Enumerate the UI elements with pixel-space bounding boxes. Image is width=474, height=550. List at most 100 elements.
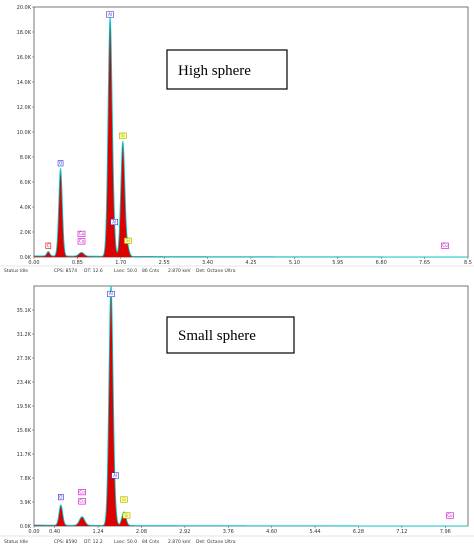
spectrum-outline (34, 17, 468, 258)
y-tick-label: 10.0K (17, 130, 32, 136)
y-tick-label: 16.0K (17, 55, 32, 61)
peak-label: Cu (446, 512, 454, 519)
y-tick-label: 4.0K (20, 205, 32, 211)
y-tick-label: 20.0K (17, 5, 32, 11)
panel-title: Small sphere (178, 328, 256, 344)
y-tick-label: 11.7K (17, 452, 32, 458)
x-tick-label: 6.28 (353, 529, 364, 535)
y-tick-label: 6.0K (20, 180, 32, 186)
svg-text:Cu: Cu (447, 513, 453, 518)
x-tick-label: 2.08 (136, 529, 147, 535)
svg-text:Al: Al (112, 219, 116, 224)
eds-spectrum-high-sphere: 0.00 0.85 1.70 2.55 3.40 4.25 5.10 5.95 6.80 7.65… (0, 5, 474, 274)
status-field: 84 Cnts (142, 539, 160, 545)
status-field: DT: 12.6 (84, 268, 103, 274)
y-tick-label: 15.6K (17, 428, 32, 434)
peak-label: Cu (78, 498, 86, 505)
peak-label: Cu (77, 238, 86, 245)
peak-label: Si (120, 496, 128, 503)
panel-title-box (166, 316, 295, 354)
x-tick-label: 7.12 (396, 529, 407, 535)
y-tick-label-zero: 0.0K (20, 524, 32, 530)
svg-text:C: C (47, 243, 50, 248)
x-tick-label: 0.40 (49, 529, 60, 535)
status-field: Lsec: 50.0 (114, 539, 137, 545)
svg-text:Si: Si (121, 133, 125, 138)
peak-label: Si (124, 237, 132, 244)
svg-text:Cu: Cu (79, 239, 85, 244)
x-tick-label: 7.65 (419, 260, 430, 266)
x-tick-label: 3.76 (223, 529, 234, 535)
spectrum-outline (34, 285, 468, 527)
y-tick-label: 8.0K (20, 155, 32, 161)
status-field: 2.870 keV (168, 268, 192, 274)
panel-title: High sphere (178, 63, 251, 79)
peak-label: O (57, 160, 64, 167)
status-bar: Status Idle CPS: 8590 DT: 12.2 Lsec: 50.0 84… (4, 539, 236, 545)
x-tick-label: 6.80 (376, 260, 387, 266)
x-tick-label: 7.96 (440, 529, 451, 535)
status-field: CPS: 8574 (54, 268, 77, 274)
y-tick-label: 12.0K (17, 105, 32, 111)
x-tick-label: 2.92 (179, 529, 190, 535)
status-field: CPS: 8590 (54, 539, 77, 545)
status-field: DT: 12.2 (84, 539, 103, 545)
x-tick-label: 2.55 (159, 260, 170, 266)
status-field: Status Idle (4, 539, 28, 545)
panel-title-box (166, 49, 288, 90)
svg-text:O: O (59, 494, 62, 499)
peak-label: Al (111, 472, 119, 479)
svg-text:Cu: Cu (79, 499, 85, 504)
y-tick-label: 27.3K (17, 356, 32, 362)
y-tick-label: 31.2K (17, 332, 32, 338)
status-field: 86 Cnts (142, 268, 160, 274)
peak-label: Al (106, 11, 114, 18)
svg-text:Si: Si (126, 238, 130, 243)
svg-text:Al: Al (109, 291, 113, 296)
x-tick-label: 0.85 (72, 260, 83, 266)
status-field: 2.870 keV (168, 539, 192, 545)
x-tick-label: 8.5 (464, 260, 472, 266)
svg-text:O: O (59, 161, 62, 166)
y-tick-label: 19.5K (17, 404, 32, 410)
svg-text:Cu: Cu (442, 243, 448, 248)
peak-label: O (58, 494, 64, 501)
y-tick-label: 7.8K (20, 476, 32, 482)
peak-label: Cu (77, 230, 86, 237)
x-tick-label: 4.60 (266, 529, 277, 535)
status-field: Lsec: 50.0 (114, 268, 137, 274)
svg-text:Si: Si (125, 513, 129, 518)
x-tick-label: 5.44 (309, 529, 320, 535)
x-tick-label: 1.70 (115, 260, 126, 266)
svg-text:Cu: Cu (79, 489, 85, 494)
eds-spectrum-small-sphere: 0.00 0.40 1.24 2.08 2.92 3.76 4.60 5.44 6.28 7.12… (0, 285, 474, 545)
peak-label: Si (122, 512, 131, 519)
x-tick-label: 3.40 (202, 260, 213, 266)
peak-label: Al (107, 290, 115, 298)
svg-text:Si: Si (122, 497, 126, 502)
y-tick-label: 35.1K (17, 308, 32, 314)
svg-text:Cu: Cu (79, 231, 85, 236)
x-tick-label: 5.10 (289, 260, 300, 266)
x-tick-label: 1.24 (92, 529, 103, 535)
status-field: Det: Octane Ultra (196, 539, 236, 545)
svg-text:Al: Al (108, 12, 112, 17)
y-tick-label-zero: 0.0K (20, 255, 32, 261)
svg-text:Al: Al (113, 473, 117, 478)
y-tick-label: 3.9K (20, 500, 32, 506)
x-tick-label: 0.00 (28, 529, 39, 535)
y-tick-label: 2.0K (20, 230, 32, 236)
peak-label: Si (119, 132, 127, 139)
x-tick-label: 5.95 (332, 260, 343, 266)
x-tick-label: 0.00 (28, 260, 39, 266)
y-tick-label: 18.0K (17, 30, 32, 36)
y-tick-label: 23.4K (17, 380, 32, 386)
y-tick-label: 14.0K (17, 80, 32, 86)
plot-frame (33, 6, 469, 258)
peak-label: Al (110, 218, 118, 226)
peak-label: Cu (78, 489, 86, 496)
x-tick-label: 4.25 (245, 260, 256, 266)
peak-label: C (45, 242, 52, 249)
status-field: Status Idle (4, 268, 28, 274)
peak-label: Cu (441, 242, 449, 249)
